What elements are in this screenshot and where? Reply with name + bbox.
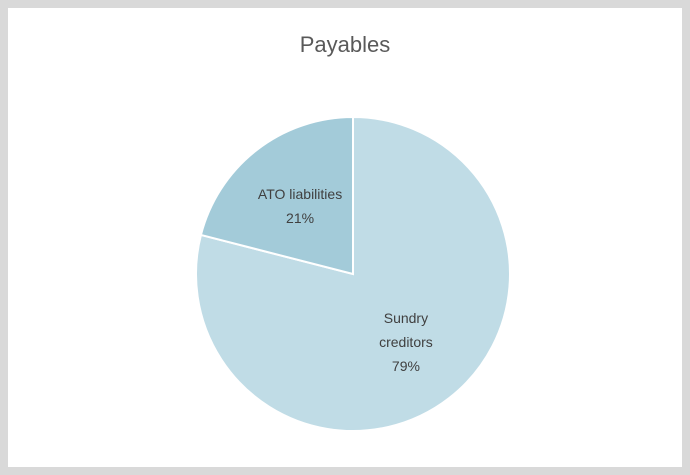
data-label: ATO liabilities 21% [240,182,360,230]
pie-slice [195,115,511,432]
data-label: Sundry creditors 79% [366,306,446,378]
label-category: ATO liabilities [257,185,343,202]
label-value: 21% [286,209,315,226]
label-category: Sundry creditors [379,310,433,351]
label-value: 79% [391,358,420,375]
pie-slice [199,115,354,276]
chart-title: Payables [299,32,391,57]
